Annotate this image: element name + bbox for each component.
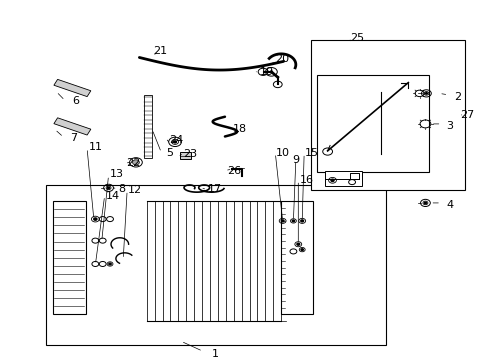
- Text: 11: 11: [88, 142, 102, 152]
- Text: 20: 20: [275, 54, 289, 64]
- Text: 3: 3: [446, 121, 452, 131]
- Text: 16: 16: [300, 175, 313, 185]
- Circle shape: [94, 218, 97, 220]
- Text: 6: 6: [72, 95, 79, 105]
- Circle shape: [301, 249, 303, 251]
- Text: 5: 5: [166, 148, 173, 158]
- Bar: [180, 152, 190, 159]
- Text: 18: 18: [232, 124, 246, 134]
- Bar: [144, 95, 152, 158]
- Bar: [281, 201, 312, 314]
- Bar: [46, 185, 386, 345]
- Circle shape: [296, 243, 299, 245]
- Text: 27: 27: [459, 110, 473, 120]
- Text: 13: 13: [109, 169, 123, 179]
- Circle shape: [424, 202, 426, 204]
- Text: 2: 2: [453, 92, 460, 102]
- Bar: [53, 201, 85, 314]
- Text: 25: 25: [349, 33, 363, 43]
- Circle shape: [107, 187, 109, 189]
- Circle shape: [292, 220, 294, 222]
- Bar: [54, 79, 91, 96]
- Text: 17: 17: [208, 184, 222, 194]
- Circle shape: [425, 93, 427, 94]
- Text: 7: 7: [70, 133, 77, 143]
- Circle shape: [300, 220, 303, 222]
- Text: 12: 12: [127, 185, 141, 195]
- Text: 1: 1: [211, 349, 218, 359]
- Circle shape: [109, 263, 111, 265]
- Circle shape: [281, 220, 284, 222]
- Text: 8: 8: [119, 184, 125, 194]
- Text: 24: 24: [168, 135, 183, 145]
- Text: 10: 10: [275, 148, 289, 158]
- Bar: [54, 118, 91, 135]
- Text: 14: 14: [105, 191, 119, 201]
- Text: 15: 15: [305, 148, 318, 158]
- Text: 23: 23: [183, 149, 196, 159]
- Text: 4: 4: [446, 200, 452, 210]
- Circle shape: [132, 160, 139, 165]
- Text: 19: 19: [259, 67, 273, 77]
- Text: 9: 9: [292, 155, 299, 165]
- Bar: [325, 171, 361, 186]
- Bar: [316, 76, 428, 172]
- Text: 22: 22: [125, 158, 140, 168]
- Circle shape: [173, 141, 176, 143]
- Bar: [310, 40, 464, 190]
- Text: 26: 26: [226, 166, 240, 176]
- Circle shape: [330, 179, 333, 181]
- Text: 21: 21: [153, 46, 167, 56]
